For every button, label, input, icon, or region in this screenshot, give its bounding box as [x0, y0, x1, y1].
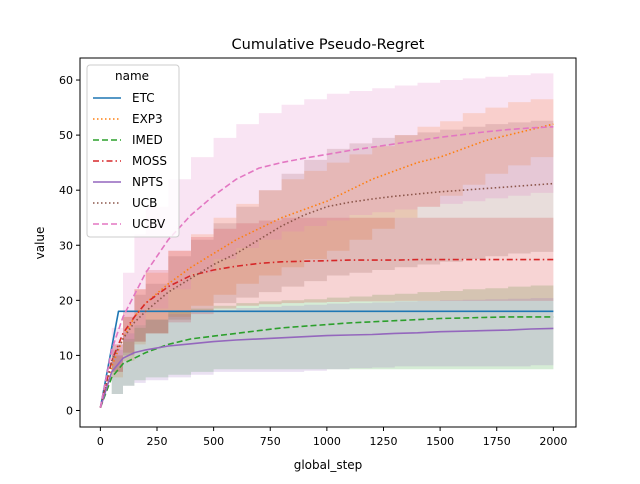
series-line-npts: [99, 327, 554, 408]
band-imed: [100, 283, 554, 408]
y-tick-label: 20: [59, 294, 73, 307]
plot-frame: [79, 57, 577, 428]
legend-label-moss: MOSS: [132, 154, 167, 168]
y-tick-label: 60: [59, 74, 73, 87]
y-tick-label: 0: [66, 404, 73, 417]
x-tick-label: 250: [147, 435, 168, 448]
x-tick-label: 1250: [369, 435, 397, 448]
x-tick-label: 0: [97, 435, 104, 448]
legend-label-exp3: EXP3: [132, 112, 163, 126]
y-tick-label: 50: [59, 129, 73, 142]
legend-title: name: [115, 69, 149, 83]
y-tick-label: 10: [59, 349, 73, 362]
x-tick-label: 1000: [313, 435, 341, 448]
band-ucb: [100, 118, 554, 408]
x-tick-label: 2000: [539, 435, 567, 448]
x-tick-label: 500: [203, 435, 224, 448]
chart-title: Cumulative Pseudo-Regret: [232, 37, 425, 53]
legend-label-npts: NPTS: [132, 175, 163, 189]
y-axis-ticks: 0 10 20 30 40 50 60: [59, 74, 80, 417]
confidence-bands: [100, 71, 554, 408]
band-npts: [100, 297, 554, 408]
legend: name ETC EXP3 IMED MOSS NPTS UCB UCBV: [86, 64, 180, 238]
series-line-moss: [99, 258, 554, 408]
legend-label-ucbv: UCBV: [132, 217, 166, 231]
x-axis-label: global_step: [294, 458, 363, 472]
x-axis-ticks: 0 250 500 750 1000 1250 1500 1750 2000: [97, 427, 567, 448]
legend-box: [86, 64, 180, 238]
series-line-imed: [99, 316, 554, 408]
series-lines: [99, 123, 554, 408]
x-tick-label: 1500: [426, 435, 454, 448]
band-moss: [100, 217, 554, 408]
legend-label-imed: IMED: [132, 133, 163, 147]
x-tick-label: 750: [260, 435, 281, 448]
y-axis-label: value: [33, 227, 47, 260]
legend-label-ucb: UCB: [132, 196, 157, 210]
band-exp3: [100, 96, 554, 408]
band-ucbv: [100, 71, 554, 408]
legend-label-etc: ETC: [132, 91, 155, 105]
y-tick-label: 30: [59, 239, 73, 252]
series-line-ucbv: [99, 126, 554, 408]
y-tick-label: 40: [59, 184, 73, 197]
x-tick-label: 1750: [483, 435, 511, 448]
